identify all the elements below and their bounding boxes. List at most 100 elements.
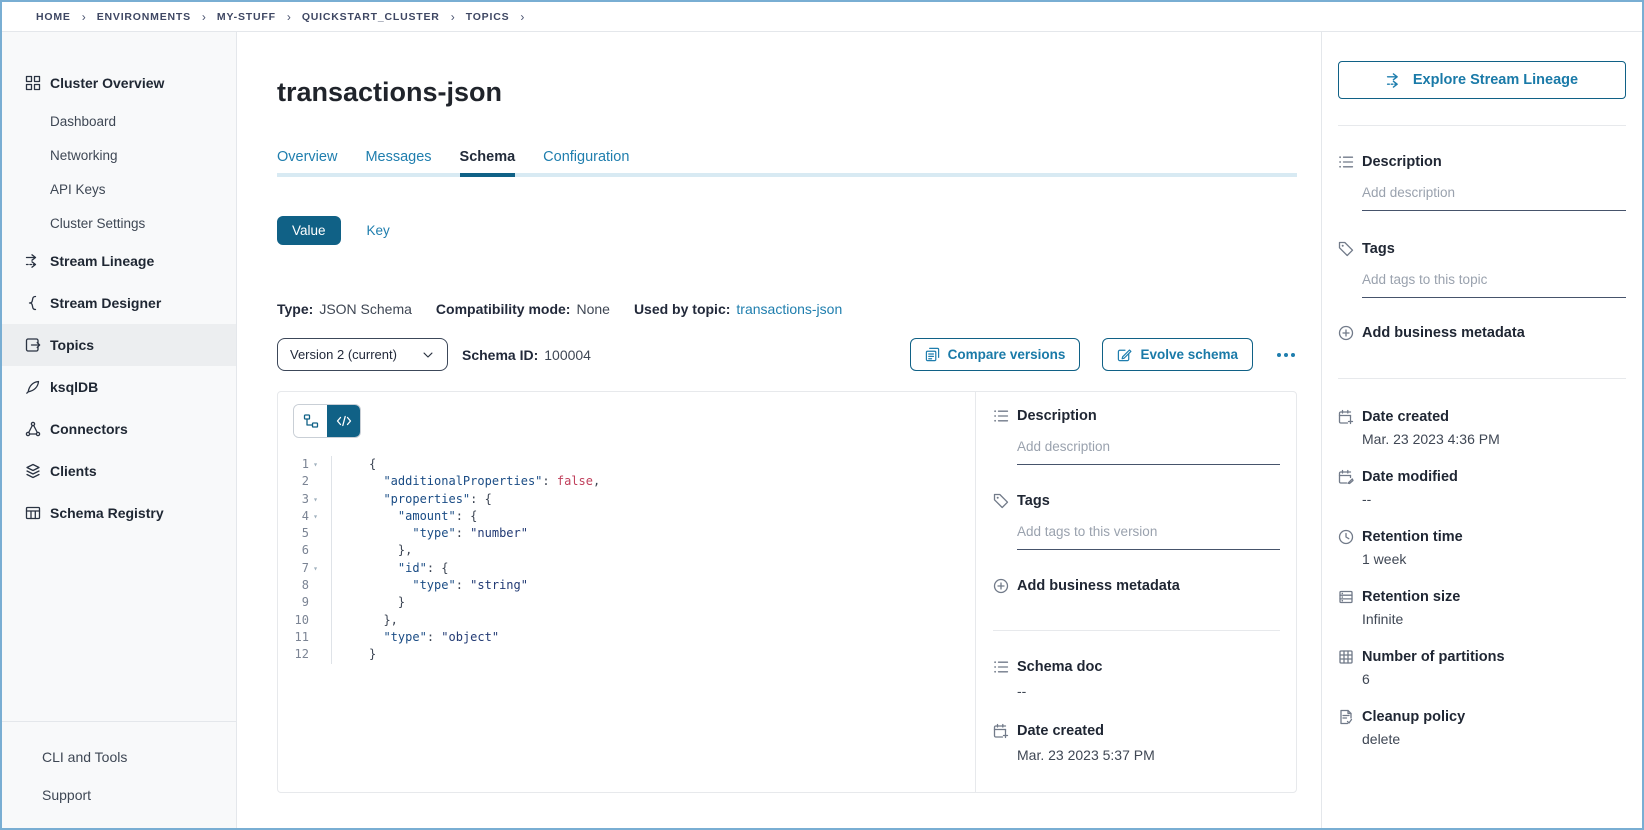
version-add-metadata-button[interactable]: Add business metadata [993, 578, 1280, 594]
property-value: 6 [1362, 671, 1370, 687]
sidebar-item-label: Stream Lineage [50, 253, 155, 269]
page-title: transactions-json [277, 77, 503, 107]
sidebar-item-cluster-settings[interactable]: Cluster Settings [2, 206, 236, 240]
breadcrumb-item-topics[interactable]: TOPICS [465, 10, 510, 23]
code-line[interactable]: 8 "type": "string" [294, 577, 975, 595]
version-tags-input[interactable]: Add tags to this version [1017, 523, 1280, 550]
version-select[interactable]: Version 2 (current) [277, 338, 448, 371]
code-text: "type": "string" [331, 577, 528, 595]
sidebar-item-topics[interactable]: Topics [2, 324, 236, 366]
partitions-icon [1338, 649, 1354, 665]
description-icon [1338, 154, 1354, 170]
sidebar-item-clients[interactable]: Clients [2, 450, 236, 492]
description-icon [993, 408, 1009, 424]
tab-configuration[interactable]: Configuration [543, 149, 630, 165]
code-line[interactable]: 11 "type": "object" [294, 628, 975, 647]
compare-versions-button[interactable]: Compare versions [909, 338, 1081, 371]
evolve-schema-button[interactable]: Evolve schema [1102, 338, 1253, 371]
serde-toggle: Value Key [277, 216, 1293, 245]
breadcrumb-item-environments[interactable]: ENVIRONMENTS [96, 10, 191, 23]
sidebar-footer-items: CLI and Tools Support [2, 738, 236, 814]
breadcrumb-separator: › [81, 9, 86, 24]
sidebar-item-cli-and-tools[interactable]: CLI and Tools [42, 749, 128, 765]
sidebar-item-stream-lineage[interactable]: Stream Lineage [2, 240, 236, 282]
schema-registry-icon [25, 505, 41, 521]
breadcrumb-item-my-stuff[interactable]: MY-STUFF [216, 10, 276, 23]
calendar-add-icon [1338, 409, 1354, 425]
version-tags-label: Tags [1017, 493, 1050, 509]
breadcrumb-item-home[interactable]: HOME [36, 10, 71, 23]
more-options-button[interactable] [1275, 349, 1297, 361]
line-number: 6 [301, 543, 309, 558]
code-line[interactable]: 9 } [294, 594, 975, 612]
sidebar-item-connectors[interactable]: Connectors [2, 408, 236, 450]
code-line[interactable]: 2 "additionalProperties": false, [294, 473, 975, 491]
sidebar-item-ksqldb[interactable]: ksqlDB [2, 366, 236, 408]
code-line[interactable]: 5 "type": "number" [294, 525, 975, 543]
topic-property-retention-time: Retention time 1 week [1338, 529, 1626, 567]
topic-property-retention-size: Retention size Infinite [1338, 589, 1626, 627]
sidebar-nav: Cluster Overview Dashboard Networking API K… [2, 62, 236, 534]
fold-arrow-icon[interactable]: ▾ [313, 494, 318, 504]
topic-add-metadata-button[interactable]: Add business metadata [1338, 325, 1626, 341]
sidebar-item-dashboard[interactable]: Dashboard [2, 104, 236, 138]
sidebar-item-api-keys[interactable]: API Keys [2, 172, 236, 206]
key-toggle-button[interactable]: Key [366, 223, 390, 238]
sidebar-item-label: Dashboard [50, 113, 117, 129]
tab-bar: Overview Messages Schema Configuration [277, 149, 1297, 177]
fold-arrow-icon[interactable]: ▾ [313, 460, 318, 469]
version-description-label: Description [1017, 408, 1097, 424]
line-number: 3 [301, 491, 309, 506]
breadcrumb-item-quickstart-cluster[interactable]: QUICKSTART_CLUSTER [301, 10, 440, 23]
schema-meta-row: Type: JSON Schema Compatibility mode: No… [277, 301, 1293, 317]
line-number: 9 [301, 595, 309, 610]
property-label: Number of partitions [1362, 649, 1505, 665]
tree-view-button[interactable] [294, 405, 327, 437]
code-line[interactable]: 10 }, [294, 611, 975, 629]
tab-messages[interactable]: Messages [365, 149, 432, 165]
add-circle-icon [1338, 325, 1354, 341]
version-description-input[interactable]: Add description [1017, 438, 1280, 465]
code-line[interactable]: 7 ▾ "id": { [294, 559, 975, 578]
fold-arrow-icon[interactable]: ▾ [313, 511, 318, 521]
schema-id-label: Schema ID: [462, 346, 539, 363]
code-text: { [331, 456, 376, 474]
topic-description-input[interactable]: Add description [1362, 184, 1626, 211]
sidebar-footer: CLI and Tools Support [2, 721, 236, 828]
calendar-add-icon [993, 723, 1009, 739]
code-line[interactable]: 4 ▾ "amount": { [294, 507, 975, 526]
sidebar-item-stream-designer[interactable]: Stream Designer [2, 282, 236, 324]
sidebar-item-networking[interactable]: Networking [2, 138, 236, 172]
tab-schema[interactable]: Schema [459, 149, 516, 177]
tab-overview[interactable]: Overview [277, 149, 338, 165]
line-number: 2 [301, 474, 309, 489]
evolve-icon [1117, 347, 1132, 362]
schema-editor[interactable]: 1 ▾{2 "additionalProperties": false, 3 ▾ "p… [278, 392, 975, 792]
panel-divider [1338, 378, 1626, 379]
code-line[interactable]: 6 }, [294, 542, 975, 560]
code-line[interactable]: 3 ▾ "properties": { [294, 490, 975, 508]
sidebar-item-schema-registry[interactable]: Schema Registry [2, 492, 236, 534]
add-circle-icon [993, 578, 1009, 594]
used-by-topic-label: Used by topic: [633, 301, 731, 317]
compatibility-value: None [576, 301, 610, 317]
sidebar-item-support[interactable]: Support [42, 787, 92, 803]
code-line[interactable]: 12} [294, 646, 975, 664]
code-text: } [331, 594, 405, 612]
type-label: Type: [277, 301, 314, 317]
fold-spacer [309, 577, 322, 594]
explore-stream-lineage-button[interactable]: Explore Stream Lineage [1338, 61, 1626, 99]
code-text: "type": "object" [331, 628, 499, 647]
code-line[interactable]: 1 ▾ { [294, 456, 975, 474]
sidebar-item-cluster-overview[interactable]: Cluster Overview [2, 62, 236, 104]
used-by-topic-link[interactable]: transactions-json [736, 301, 843, 317]
value-toggle-button[interactable]: Value [277, 216, 341, 245]
connectors-icon [25, 421, 41, 437]
fold-spacer [309, 473, 322, 490]
code-text: "additionalProperties": false, [331, 473, 600, 491]
property-label: Retention size [1362, 589, 1461, 605]
fold-arrow-icon[interactable]: ▾ [313, 563, 318, 573]
code-view-button[interactable] [327, 405, 360, 437]
version-toolbar: Version 2 (current) Schema ID: 100004 Co… [277, 338, 1297, 371]
topic-tags-input[interactable]: Add tags to this topic [1362, 271, 1626, 298]
